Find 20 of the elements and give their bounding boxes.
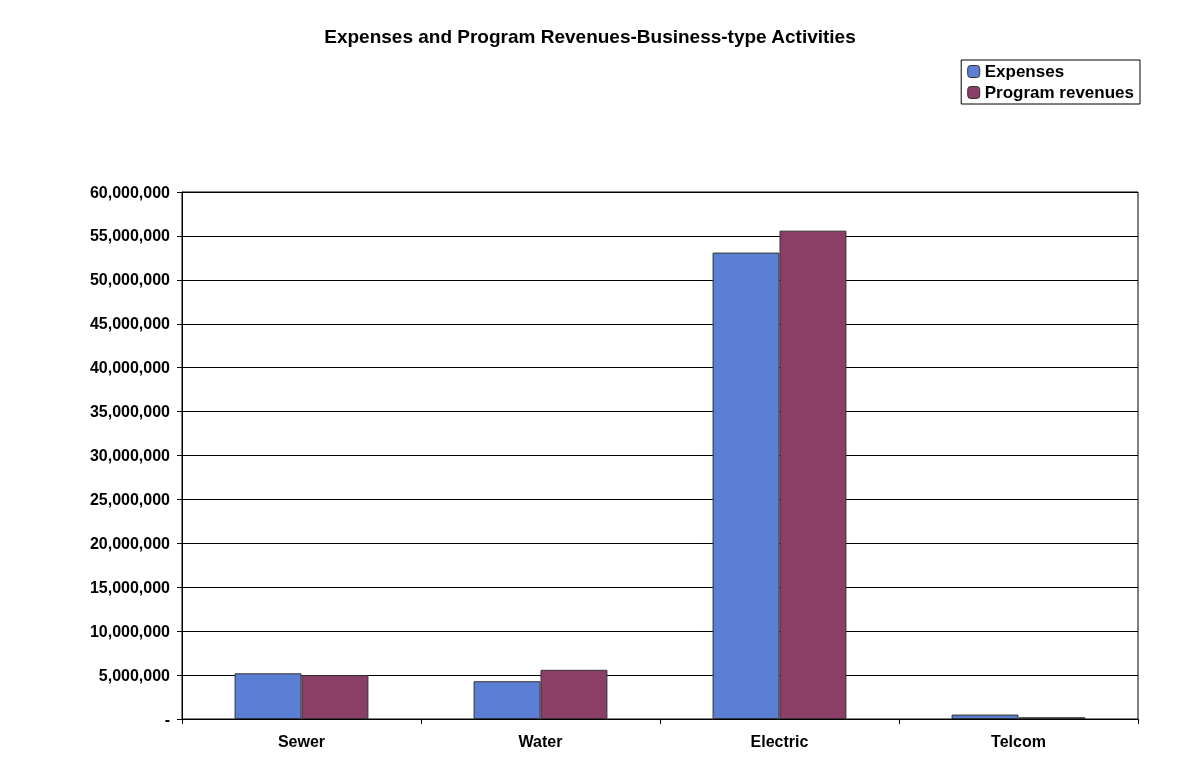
x-tick-label: Sewer [277, 732, 326, 750]
legend-label: Program revenues [984, 83, 1135, 102]
y-tick-label: - [164, 710, 170, 728]
legend-label: Expenses [984, 62, 1065, 81]
y-tick-label: 35,000,000 [89, 403, 171, 421]
y-tick-label: 5,000,000 [98, 666, 171, 684]
x-tick-label: Electric [750, 732, 809, 750]
y-tick-label: 25,000,000 [89, 490, 171, 508]
x-tick-label: Water [518, 732, 563, 750]
y-tick-label: 40,000,000 [89, 359, 171, 377]
y-tick-label: 50,000,000 [89, 271, 171, 289]
y-tick-label: 15,000,000 [89, 578, 171, 596]
x-tick-label: Telcom [991, 732, 1046, 750]
chart-title: Expenses and Program Revenues-Business-type Activities [324, 26, 856, 47]
y-tick-label: 10,000,000 [89, 622, 171, 640]
y-tick-label: 60,000,000 [89, 183, 171, 201]
y-tick-label: 55,000,000 [89, 227, 171, 245]
y-tick-label: 20,000,000 [89, 534, 171, 552]
y-tick-label: 30,000,000 [89, 447, 171, 464]
y-tick-label: 45,000,000 [89, 315, 171, 333]
